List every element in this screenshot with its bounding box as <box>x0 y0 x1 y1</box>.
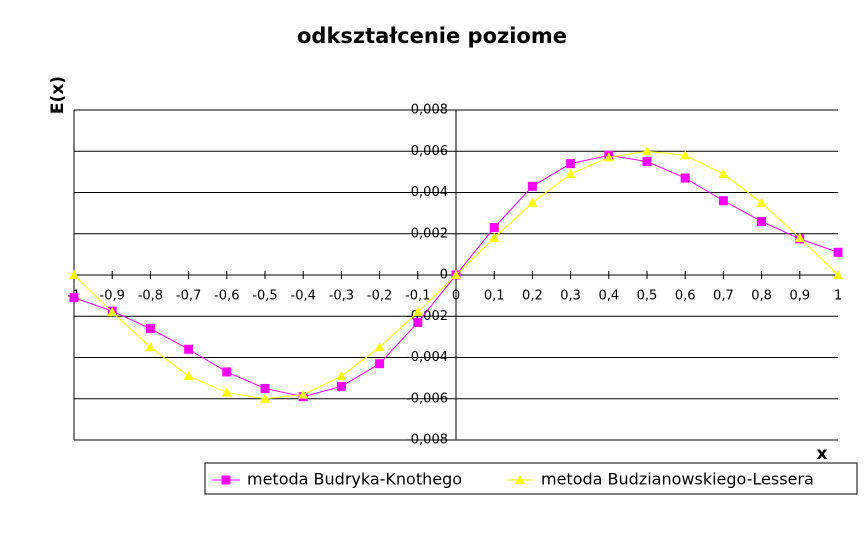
x-tick-label: -0,3 <box>329 289 354 304</box>
x-tick-label: -0,8 <box>138 289 163 304</box>
x-tick-label: -0,5 <box>252 289 277 304</box>
y-tick-label: -0,006 <box>406 391 448 406</box>
y-tick-label: 0,006 <box>411 144 448 159</box>
y-tick-label: -0,008 <box>406 433 448 448</box>
marker <box>107 307 118 317</box>
marker <box>69 293 79 303</box>
x-tick-label: 0,9 <box>789 289 810 304</box>
marker <box>833 247 843 257</box>
marker <box>527 181 537 191</box>
y-tick-label: 0,002 <box>411 226 448 241</box>
marker <box>145 324 155 334</box>
marker <box>413 317 423 327</box>
x-axis-title: x <box>817 444 828 464</box>
marker <box>718 196 728 206</box>
marker <box>451 270 461 279</box>
marker <box>794 232 805 242</box>
x-tick-label: -0,2 <box>367 289 392 304</box>
marker <box>260 383 270 393</box>
marker <box>642 146 652 156</box>
marker <box>565 168 576 178</box>
y-tick-label: -0,004 <box>406 350 448 365</box>
x-tick-label: 0,6 <box>675 289 696 304</box>
x-tick-label: 0,1 <box>484 289 505 304</box>
chart-title: odkształcenie poziome <box>297 24 567 48</box>
marker <box>680 173 690 183</box>
marker <box>756 197 767 207</box>
marker <box>833 270 843 279</box>
x-tick-label: 1 <box>834 289 842 304</box>
x-tick-label: 0,8 <box>751 289 772 304</box>
marker <box>603 152 614 162</box>
marker <box>69 270 79 279</box>
legend-box <box>204 462 858 495</box>
x-tick-label: 0,4 <box>598 289 619 304</box>
marker <box>718 168 729 178</box>
legend-label: metoda Budryka-Knothego <box>247 470 462 489</box>
marker <box>515 475 525 484</box>
y-axis-title: E(x) <box>48 76 68 114</box>
x-tick-label: 0,2 <box>522 289 543 304</box>
marker <box>336 381 346 391</box>
y-tick-label: 0,008 <box>411 103 448 118</box>
x-tick-label: -0,9 <box>100 289 125 304</box>
marker <box>298 389 309 399</box>
marker <box>260 393 270 403</box>
x-tick-label: 0,7 <box>713 289 734 304</box>
marker <box>412 307 423 317</box>
marker <box>336 371 347 381</box>
x-tick-label: 0,5 <box>637 289 658 304</box>
y-tick-label: 0,004 <box>411 185 448 200</box>
x-tick-label: -0,1 <box>405 289 430 304</box>
marker <box>642 157 652 167</box>
legend-label: metoda Budzianowskiego-Lessera <box>541 470 814 489</box>
x-tick-label: 0 <box>452 289 460 304</box>
marker <box>757 216 767 226</box>
marker <box>184 344 194 354</box>
x-tick-label: -0,7 <box>176 289 201 304</box>
marker <box>375 359 385 369</box>
x-tick-label: -0,4 <box>291 289 316 304</box>
marker <box>145 342 156 352</box>
y-tick-label: 0 <box>440 268 448 283</box>
marker <box>221 475 231 485</box>
marker <box>680 150 691 160</box>
marker <box>222 367 232 377</box>
x-tick-label: -0,6 <box>214 289 239 304</box>
marker <box>527 197 538 207</box>
marker <box>489 223 499 233</box>
marker <box>566 159 576 169</box>
marker <box>183 371 194 381</box>
x-tick-label: 0,3 <box>560 289 581 304</box>
marker <box>489 232 500 242</box>
marker <box>221 387 232 397</box>
marker <box>374 342 385 352</box>
